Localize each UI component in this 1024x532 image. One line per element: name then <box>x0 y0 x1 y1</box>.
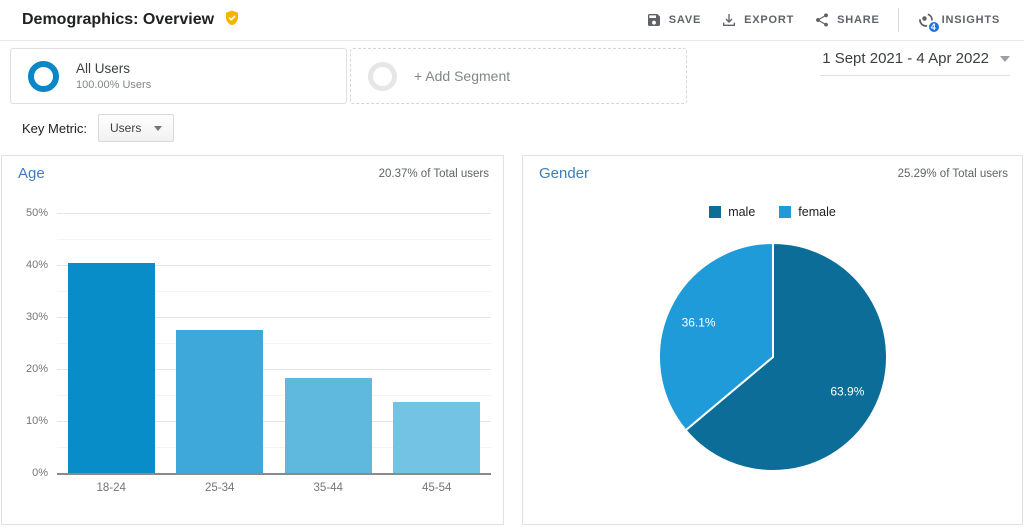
caret-down-icon <box>1000 55 1010 62</box>
segment-subtitle: 100.00% Users <box>76 79 152 91</box>
export-button-label: EXPORT <box>744 14 795 26</box>
bar-column <box>383 213 492 473</box>
share-icon <box>814 12 830 28</box>
legend-label: male <box>728 205 756 219</box>
pie-value-label-male: 63.9% <box>830 385 864 399</box>
y-gridline <box>57 395 491 396</box>
add-segment-circle-icon <box>368 61 397 91</box>
download-icon <box>721 12 737 28</box>
x-tick-label: 25-34 <box>205 482 235 494</box>
header-divider <box>897 8 899 32</box>
gender-percent-of-total: 25.29% of Total users <box>897 168 1008 180</box>
y-gridline <box>57 291 491 292</box>
save-button[interactable]: SAVE <box>636 7 711 33</box>
segment-title: All Users <box>76 61 131 76</box>
bar-column <box>274 213 383 473</box>
save-icon <box>646 12 662 28</box>
y-gridline <box>57 343 491 344</box>
key-metric-dropdown[interactable]: Users <box>98 114 175 142</box>
y-gridline <box>57 265 491 266</box>
y-tick-label: 0% <box>32 467 48 479</box>
insights-button[interactable]: 4 INSIGHTS <box>907 6 1010 34</box>
y-tick-label: 30% <box>25 311 48 323</box>
segment-text: All Users 100.00% Users <box>76 61 151 91</box>
bar-45-54[interactable] <box>393 401 481 473</box>
legend-swatch-male <box>709 206 722 218</box>
date-range-selector[interactable]: 1 Sept 2021 - 4 Apr 2022 <box>820 50 1010 76</box>
legend-item-male: male <box>709 205 755 219</box>
age-percent-of-total: 20.37% of Total users <box>378 168 489 180</box>
add-segment-button[interactable]: + Add Segment <box>350 48 687 104</box>
x-tick-label: 18-24 <box>96 482 126 494</box>
y-gridline <box>57 213 491 214</box>
bar-column <box>166 213 275 473</box>
x-tick-label: 35-44 <box>313 482 343 494</box>
pie-svg: 63.9% 36.1% <box>658 241 888 472</box>
x-axis-line <box>57 473 491 475</box>
y-tick-label: 40% <box>25 259 48 271</box>
segment-all-users[interactable]: All Users 100.00% Users <box>10 48 347 104</box>
pie-slice-male[interactable] <box>684 241 888 472</box>
y-gridline <box>57 421 491 422</box>
key-metric-row: Key Metric: Users <box>22 114 175 142</box>
share-button-label: SHARE <box>837 14 880 26</box>
bars-row <box>57 213 491 473</box>
y-tick-label: 20% <box>25 363 48 375</box>
insights-icon: 4 <box>917 11 941 34</box>
x-axis-labels: 18-24 25-34 35-44 45-54 <box>57 482 491 494</box>
bar-column <box>57 213 166 473</box>
caret-down-icon <box>154 125 163 131</box>
y-gridline <box>57 447 491 448</box>
pie-slice-female[interactable] <box>658 241 774 432</box>
pie-value-label-female: 36.1% <box>682 315 716 329</box>
y-tick-label: 10% <box>25 415 48 427</box>
page-title: Demographics: Overview <box>22 11 215 28</box>
bar-25-34[interactable] <box>176 330 264 473</box>
gender-legend: male female <box>523 205 1022 219</box>
legend-label: female <box>798 205 836 219</box>
insights-count-badge: 4 <box>926 20 941 34</box>
age-card: Age 20.37% of Total users 0% 10% 20% 30% 40%… <box>1 155 504 525</box>
y-gridline <box>57 369 491 370</box>
key-metric-label: Key Metric: <box>22 120 88 136</box>
page-header: Demographics: Overview SAVE EXPORT <box>0 0 1024 41</box>
bar-35-44[interactable] <box>284 378 372 473</box>
age-bar-chart: 0% 10% 20% 30% 40% 50% 18-24 25-34 35-44 45-54 <box>2 156 503 524</box>
header-actions: SAVE EXPORT SHARE 4 <box>636 6 1010 34</box>
date-range-text: 1 Sept 2021 - 4 Apr 2022 <box>822 50 989 67</box>
legend-swatch-female <box>779 206 792 218</box>
export-button[interactable]: EXPORT <box>711 7 804 33</box>
insights-button-label: INSIGHTS <box>941 14 1000 26</box>
legend-item-female: female <box>779 205 836 219</box>
add-segment-label: + Add Segment <box>414 68 511 84</box>
age-chart-title[interactable]: Age <box>18 165 45 182</box>
segment-circle-icon <box>28 60 59 92</box>
share-button[interactable]: SHARE <box>804 7 890 33</box>
verified-shield-icon <box>223 9 241 32</box>
key-metric-selected-value: Users <box>110 121 142 135</box>
x-tick-label: 45-54 <box>422 482 452 494</box>
y-gridline <box>57 239 491 240</box>
gender-card: Gender 25.29% of Total users male female … <box>522 155 1023 525</box>
y-tick-label: 50% <box>25 207 48 219</box>
title-wrap: Demographics: Overview <box>22 9 241 32</box>
save-button-label: SAVE <box>668 14 702 26</box>
gender-chart-title[interactable]: Gender <box>539 165 590 182</box>
y-gridline <box>57 317 491 318</box>
gender-pie-chart: 63.9% 36.1% <box>523 156 1022 524</box>
bar-18-24[interactable] <box>67 263 155 473</box>
